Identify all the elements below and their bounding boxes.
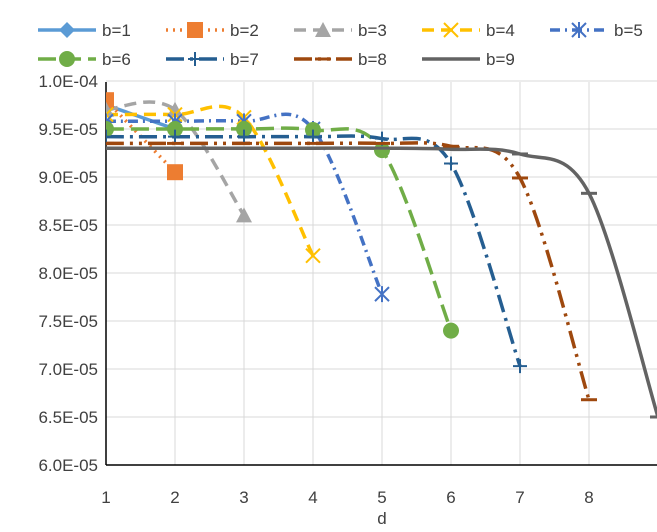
data-point-b6 (167, 121, 183, 137)
x-tick-label: 2 (170, 488, 179, 507)
legend-marker (443, 22, 459, 38)
y-tick-label: 7.0E-05 (38, 360, 98, 379)
marker-layer (106, 92, 657, 419)
axis-layer (105, 82, 657, 466)
legend-item-b8: b=8 (294, 50, 387, 69)
y-tick-label: 9.0E-05 (38, 168, 98, 187)
legend-label: b=6 (102, 50, 131, 69)
series-line-b6 (106, 126, 453, 332)
legend-label: b=2 (230, 21, 259, 40)
x-tick-label: 5 (377, 488, 386, 507)
legend-item-b5: b=5 (550, 21, 643, 40)
data-point-b7 (106, 129, 113, 144)
legend-item-b9: b=9 (422, 50, 515, 69)
legend-label: b=8 (358, 50, 387, 69)
legend-label: b=9 (486, 50, 515, 69)
data-point-b4 (305, 248, 321, 264)
legend-item-b3: b=3 (294, 21, 387, 40)
data-point-b7 (168, 129, 182, 144)
series-line-b9 (106, 146, 657, 418)
data-point-b6 (236, 121, 252, 137)
x-tick-label: 1 (101, 488, 110, 507)
legend-item-b7: b=7 (166, 50, 259, 69)
data-point-b3 (236, 207, 252, 223)
data-point-b6 (374, 142, 390, 159)
data-point-b7 (513, 359, 527, 374)
legend-label: b=5 (614, 21, 643, 40)
data-point-b7 (444, 156, 458, 171)
data-point-b3 (167, 101, 183, 117)
x-tick-label: 4 (308, 488, 317, 507)
legend-item-b1: b=1 (38, 21, 131, 40)
series-line-b8 (106, 141, 591, 401)
legend-label: b=7 (230, 50, 259, 69)
tick-label-layer: 6.0E-05 6.5E-05 7.0E-05 7.5E-05 8.0E-05 8.5E-… (38, 72, 593, 507)
legend-label: b=4 (486, 21, 515, 40)
series-line-b3 (106, 100, 246, 217)
data-point-b5 (374, 286, 390, 303)
data-point-b7 (306, 129, 320, 144)
legend-marker (315, 22, 331, 37)
y-tick-label: 1.0E-04 (38, 72, 98, 91)
legend-marker (59, 51, 75, 67)
y-tick-label: 7.5E-05 (38, 312, 98, 331)
data-point-b6 (106, 121, 114, 137)
y-tick-label: 8.0E-05 (38, 264, 98, 283)
x-tick-label: 6 (446, 488, 455, 507)
legend-item-b2: b=2 (166, 21, 259, 40)
series-line-b4 (106, 104, 315, 257)
legend-marker (571, 22, 587, 38)
y-tick-label: 6.0E-05 (38, 456, 98, 475)
y-tick-label: 9.5E-05 (38, 120, 98, 139)
data-point-b2 (106, 92, 114, 109)
legend-item-b4: b=4 (422, 21, 515, 40)
data-point-b7 (237, 129, 251, 144)
x-tick-label: 7 (515, 488, 524, 507)
data-point-b2 (167, 164, 183, 181)
legend: b=1 b=2 b=3 b=4 b=5 b=6 b=7 b=8 b=9 (38, 21, 643, 69)
y-tick-label: 6.5E-05 (38, 408, 98, 427)
legend-marker (187, 22, 203, 38)
legend-marker (188, 52, 202, 66)
legend-label: b=1 (102, 21, 131, 40)
x-tick-label: 3 (239, 488, 248, 507)
x-tick-label: 8 (584, 488, 593, 507)
y-tick-label: 8.5E-05 (38, 216, 98, 235)
data-point-b4 (106, 106, 114, 123)
data-point-b6 (443, 322, 459, 339)
legend-label: b=3 (358, 21, 387, 40)
legend-marker (59, 22, 75, 38)
legend-item-b6: b=6 (38, 50, 131, 69)
x-axis-title: d (377, 509, 386, 528)
